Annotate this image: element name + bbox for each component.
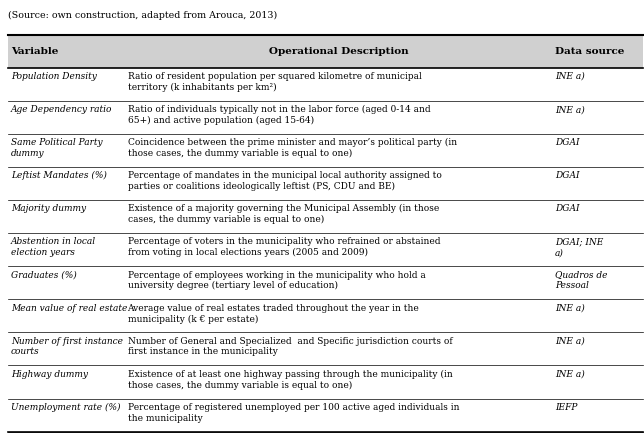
- Text: Percentage of voters in the municipality who refrained or abstained
from voting : Percentage of voters in the municipality…: [128, 238, 440, 257]
- Text: DGAI: DGAI: [555, 171, 580, 180]
- Text: DGAI: DGAI: [555, 138, 580, 147]
- Text: INE a): INE a): [555, 337, 585, 346]
- Text: IEFP: IEFP: [555, 403, 578, 412]
- Text: INE a): INE a): [555, 370, 585, 379]
- Text: Population Density: Population Density: [11, 72, 97, 81]
- Text: Existence of at least one highway passing through the municipality (in
those cas: Existence of at least one highway passin…: [128, 370, 452, 390]
- Text: Operational Description: Operational Description: [269, 47, 409, 56]
- Text: DGAI; INE
a): DGAI; INE a): [555, 238, 603, 257]
- Text: DGAI: DGAI: [555, 204, 580, 213]
- Text: Percentage of mandates in the municipal local authority assigned to
parties or c: Percentage of mandates in the municipal …: [128, 171, 441, 191]
- Text: Same Political Party
dummy: Same Political Party dummy: [11, 138, 102, 158]
- Text: Ratio of individuals typically not in the labor force (aged 0-14 and
65+) and ac: Ratio of individuals typically not in th…: [128, 105, 430, 125]
- Text: Mean value of real estate: Mean value of real estate: [11, 303, 128, 313]
- Text: Number of first instance
courts: Number of first instance courts: [11, 337, 123, 357]
- Text: Number of General and Specialized  and Specific jurisdiction courts of
first ins: Number of General and Specialized and Sp…: [128, 337, 452, 357]
- Text: Highway dummy: Highway dummy: [11, 370, 88, 379]
- Bar: [8, 35, 643, 68]
- Text: INE a): INE a): [555, 72, 585, 81]
- Text: Existence of a majority governing the Municipal Assembly (in those
cases, the du: Existence of a majority governing the Mu…: [128, 204, 439, 225]
- Text: Average value of real estates traded throughout the year in the
municipality (k : Average value of real estates traded thr…: [128, 303, 419, 324]
- Text: Ratio of resident population per squared kilometre of municipal
territory (k inh: Ratio of resident population per squared…: [128, 72, 421, 92]
- Text: Age Dependency ratio: Age Dependency ratio: [11, 105, 112, 114]
- Text: Percentage of employees working in the municipality who hold a
university degree: Percentage of employees working in the m…: [128, 270, 425, 290]
- Text: Percentage of registered unemployed per 100 active aged individuals in
the munic: Percentage of registered unemployed per …: [128, 403, 459, 422]
- Text: Coincidence between the prime minister and mayor’s political party (in
those cas: Coincidence between the prime minister a…: [128, 138, 457, 158]
- Text: Variable: Variable: [11, 47, 59, 56]
- Text: Graduates (%): Graduates (%): [11, 270, 77, 279]
- Text: Majority dummy: Majority dummy: [11, 204, 86, 213]
- Text: Data source: Data source: [555, 47, 625, 56]
- Text: Leftist Mandates (%): Leftist Mandates (%): [11, 171, 107, 181]
- Text: (Source: own construction, adapted from Arouca, 2013): (Source: own construction, adapted from …: [8, 11, 277, 20]
- Text: INE a): INE a): [555, 105, 585, 114]
- Text: Unemployment rate (%): Unemployment rate (%): [11, 403, 120, 412]
- Text: Quadros de
Pessoal: Quadros de Pessoal: [555, 270, 608, 290]
- Text: INE a): INE a): [555, 303, 585, 313]
- Text: Abstention in local
election years: Abstention in local election years: [11, 238, 96, 257]
